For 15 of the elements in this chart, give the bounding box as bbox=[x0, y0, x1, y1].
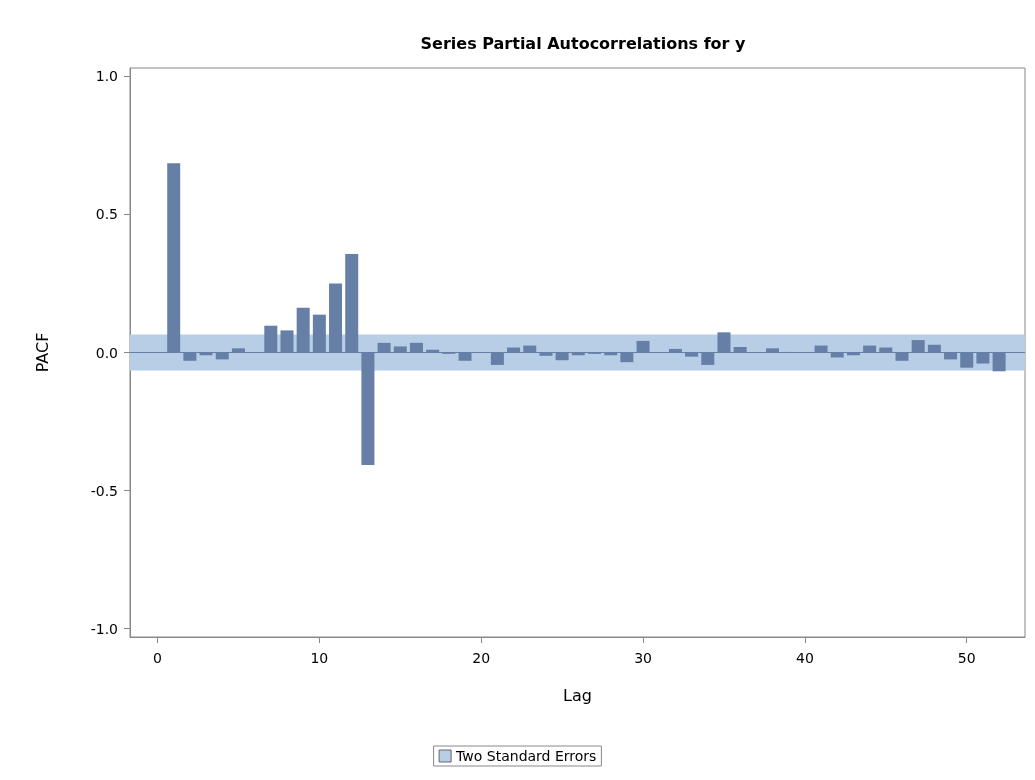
y-tick-label: -0.5 bbox=[90, 482, 118, 499]
y-tick-label: 0.5 bbox=[95, 206, 118, 223]
x-axis-title: Lag bbox=[563, 685, 592, 705]
legend-label: Two Standard Errors bbox=[455, 748, 597, 764]
y-tick-label: 1.0 bbox=[95, 68, 118, 85]
x-tick-label: 10 bbox=[310, 650, 329, 666]
chart-title: Series Partial Autocorrelations for y bbox=[420, 33, 747, 53]
y-tick-label: -1.0 bbox=[90, 620, 118, 637]
x-tick-label: 0 bbox=[153, 650, 162, 666]
x-tick-label: 30 bbox=[634, 650, 652, 666]
y-axis-title: PACF bbox=[32, 332, 52, 373]
x-tick-label: 50 bbox=[957, 650, 976, 666]
x-tick-label: 40 bbox=[795, 650, 814, 666]
y-tick-label: 0.0 bbox=[95, 344, 118, 361]
x-tick-label: 20 bbox=[472, 650, 491, 666]
